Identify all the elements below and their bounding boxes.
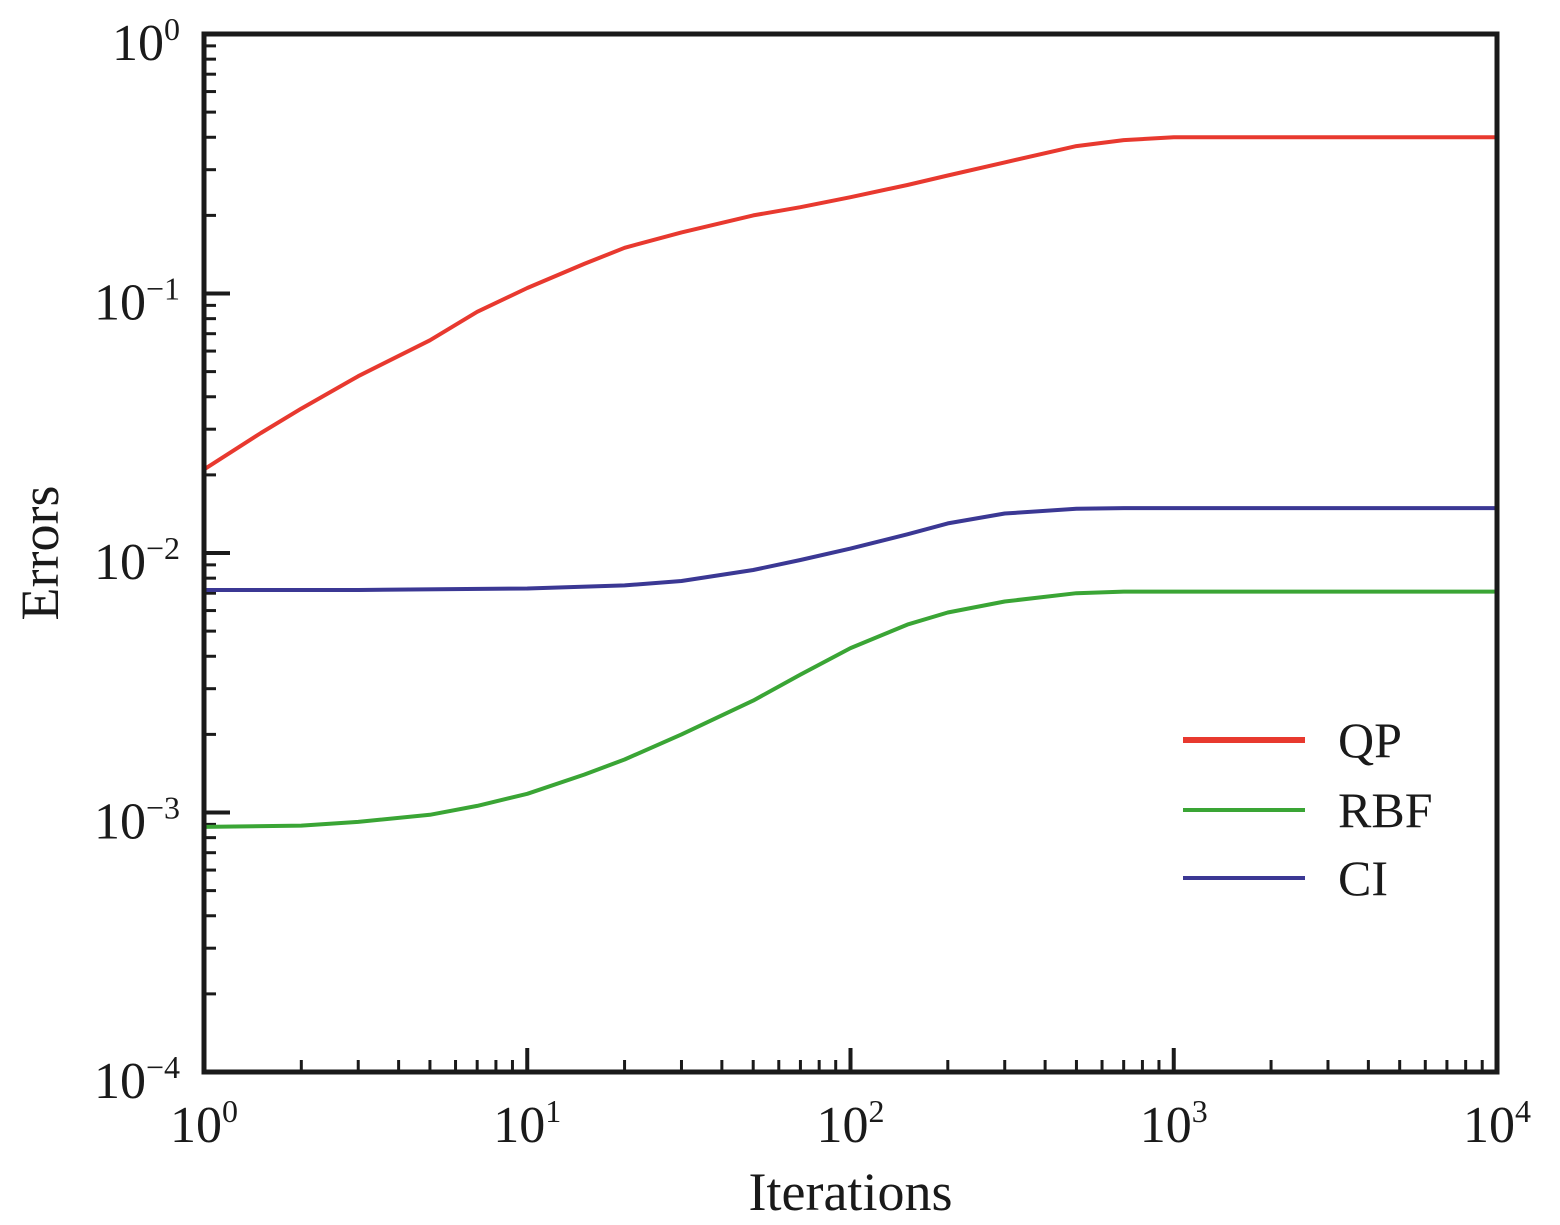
series-line-rbf: [202, 589, 1499, 829]
x-tick-label: 102: [817, 1093, 885, 1154]
x-tick-label: 101: [493, 1093, 561, 1154]
plot-frame: [201, 31, 1500, 1075]
series-line-qp: [202, 135, 1499, 472]
y-axis-title: Errors: [10, 486, 70, 621]
x-tick-label: 104: [1463, 1093, 1531, 1154]
y-tick-label: 100: [112, 11, 180, 72]
y-tick-label: 10−1: [94, 271, 180, 332]
x-axis-title: Iterations: [749, 1162, 953, 1222]
legend-label-ci: CI: [1338, 850, 1388, 906]
x-tick-label: 100: [170, 1093, 238, 1154]
y-tick-label: 10−4: [94, 1049, 180, 1110]
x-tick-label: 103: [1140, 1093, 1208, 1154]
legend-label-rbf: RBF: [1338, 782, 1433, 838]
labels-layer: 100 101 102 103 104 100 10−1 10−2 10−3 10−4: [94, 11, 1531, 1154]
legend-label-qp: QP: [1338, 712, 1402, 768]
series-line-ci: [202, 506, 1499, 592]
legend: QP RBF CI: [1183, 712, 1433, 906]
y-tick-label: 10−2: [94, 530, 180, 591]
series-layer: [202, 135, 1499, 829]
y-tick-label: 10−3: [94, 790, 180, 851]
